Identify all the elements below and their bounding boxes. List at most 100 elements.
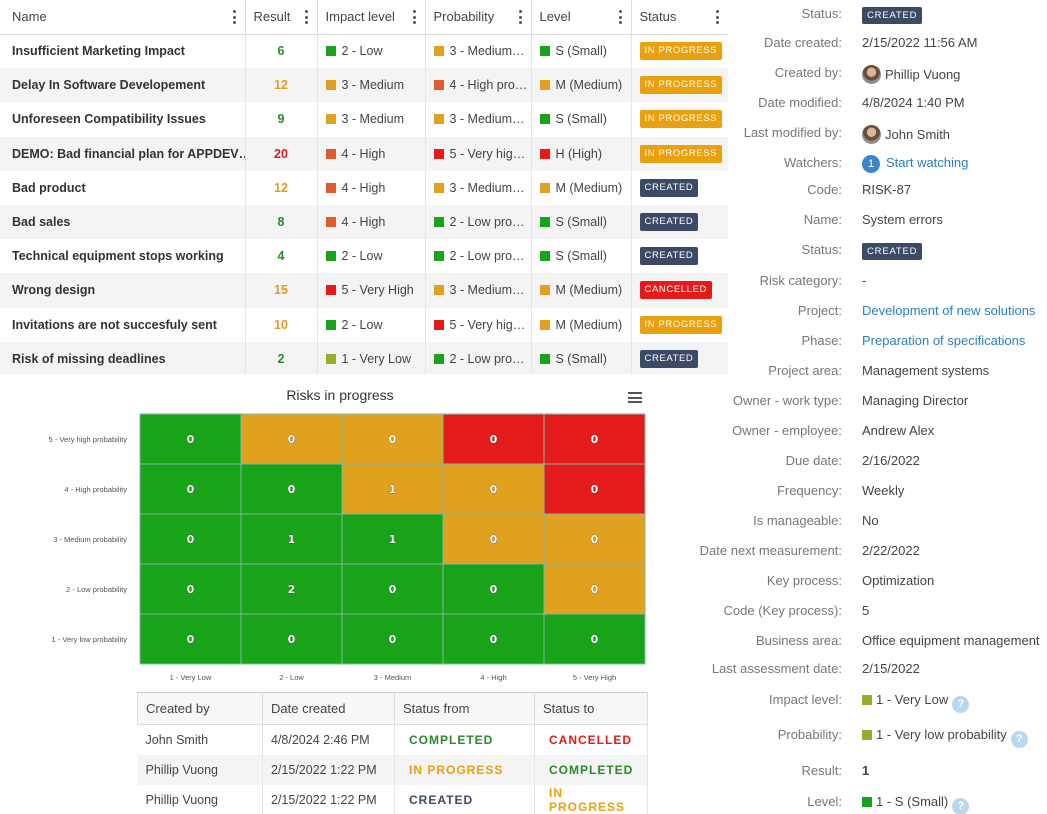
result-value: 10 (274, 317, 288, 332)
level-cell: M (Medium) (531, 307, 632, 342)
level-cell: M (Medium) (531, 273, 632, 308)
table-row[interactable]: Bad sales 8 4 - High 2 - Low pro… S (Small) C… (0, 204, 728, 240)
probability-cell: 5 - Very hig… (425, 307, 532, 342)
status-cell: IN PROGRESS (631, 34, 728, 69)
column-header[interactable]: Result (245, 0, 318, 35)
impact-value: 4 - High (341, 180, 386, 195)
help-icon[interactable]: ? (952, 798, 970, 814)
risk-name: DEMO: Bad financial plan for APPDEV… (12, 146, 245, 161)
phase-link[interactable]: Preparation of specifications (862, 333, 1026, 348)
column-menu-icon[interactable] (619, 10, 623, 24)
detail-status-top: Status: CREATED (660, 3, 1047, 25)
detail-value: Andrew Alex (862, 423, 935, 438)
impact-color-square (325, 285, 336, 296)
heatmap-cell (543, 613, 646, 665)
detail-result: Result: 1 (660, 760, 1047, 782)
detail-project-area: Project area: Management systems (660, 360, 1047, 382)
table-row[interactable]: Technical equipment stops working 4 2 - Lo… (0, 239, 728, 274)
table-row: John Smith 4/8/2024 2:46 PM COMPLETED CANCE… (137, 724, 648, 755)
column-menu-icon[interactable] (519, 10, 523, 24)
detail-value: 2/16/2022 (862, 453, 920, 468)
detail-risk-category: Risk category: - (660, 270, 1047, 292)
detail-value: 2/15/2022 (862, 661, 920, 676)
result-cell: 12 (245, 68, 318, 103)
help-icon[interactable]: ? (952, 696, 970, 713)
heatmap-cell-label: 1 (389, 533, 397, 546)
result-value: 12 (274, 180, 288, 195)
level-cell: S (Small) (531, 341, 632, 374)
chart-menu-icon[interactable] (628, 392, 642, 403)
column-menu-icon[interactable] (716, 10, 720, 24)
risk-name-cell[interactable]: Bad product (0, 170, 246, 205)
risk-name-cell[interactable]: Bad sales (0, 204, 246, 240)
level-cell: M (Medium) (531, 170, 632, 205)
table-row[interactable]: Unforeseen Compatibility Issues 9 3 - Medi… (0, 102, 728, 137)
history-header: Created by Date created Status from Status … (137, 692, 648, 725)
y-axis-tick-label: 2 - Low probability (66, 585, 127, 594)
risk-name-cell[interactable]: DEMO: Bad financial plan for APPDEV… (0, 136, 246, 171)
table-row[interactable]: Wrong design 15 5 - Very High 3 - Medium… M … (0, 273, 728, 308)
impact-cell: 4 - High (317, 136, 426, 171)
detail-key-process: Key process: Optimization (660, 570, 1047, 592)
detail-label: Date next measurement: (699, 543, 842, 558)
detail-phase: Phase: Preparation of specifications (660, 330, 1047, 352)
start-watching-link[interactable]: Start watching (886, 155, 969, 170)
table-row[interactable]: Delay In Software Developement 12 3 - Medi… (0, 68, 728, 103)
risk-name-cell[interactable]: Technical equipment stops working (0, 239, 246, 274)
project-link[interactable]: Development of new solutions (862, 303, 1036, 318)
risk-name-cell[interactable]: Insufficient Marketing Impact (0, 34, 246, 69)
probability-value: 3 - Medium… (449, 283, 525, 298)
impact-color-square (325, 251, 336, 262)
risk-name-cell[interactable]: Wrong design (0, 273, 246, 308)
y-axis-tick-label: 3 - Medium probability (53, 535, 127, 544)
detail-level: Level: 1 - S (Small)? (660, 791, 1047, 814)
status-badge: CREATED (639, 178, 699, 197)
column-header[interactable]: Level (531, 0, 632, 35)
history-column-header[interactable]: Status to (534, 692, 648, 725)
risk-name-cell[interactable]: Risk of missing deadlines (0, 341, 246, 374)
detail-label: Last assessment date: (711, 661, 842, 676)
risk-name: Technical equipment stops working (12, 249, 224, 264)
history-body: John Smith 4/8/2024 2:46 PM COMPLETED CANCE… (137, 724, 648, 814)
history-column-header[interactable]: Created by (137, 692, 263, 725)
column-header[interactable]: Probability (425, 0, 532, 35)
column-menu-icon[interactable] (233, 10, 237, 24)
impact-color-square (325, 182, 336, 193)
detail-label: Frequency: (776, 483, 842, 498)
risk-name-cell[interactable]: Delay In Software Developement (0, 68, 246, 103)
impact-color-square (325, 353, 336, 364)
impact-value: 1 - Very Low (341, 351, 411, 366)
help-icon[interactable]: ? (1010, 731, 1028, 748)
result-value: 12 (274, 78, 288, 93)
history-column-header[interactable]: Status from (394, 692, 535, 725)
table-row[interactable]: Insufficient Marketing Impact 6 2 - Low 3 -… (0, 34, 728, 69)
impact-value: 5 - Very High (341, 283, 414, 298)
column-header[interactable]: Name (0, 0, 246, 35)
table-row[interactable]: DEMO: Bad financial plan for APPDEV… 20 4 … (0, 136, 728, 171)
column-menu-icon[interactable] (413, 10, 417, 24)
detail-label: Owner - work type: (732, 393, 842, 408)
table-row[interactable]: Bad product 12 4 - High 3 - Medium… M (Mediu… (0, 170, 728, 205)
status-cell: IN PROGRESS (631, 102, 728, 137)
heatmap-cell-label: 0 (389, 583, 397, 596)
heatmap-cell-label: 0 (490, 533, 498, 546)
heatmap-cell-label: 0 (490, 483, 498, 496)
history-column-header[interactable]: Date created (262, 692, 395, 725)
result-value: 6 (277, 44, 285, 59)
history-created-by: John Smith (137, 724, 263, 755)
table-row[interactable]: Invitations are not succesfuly sent 10 2 -… (0, 307, 728, 342)
heatmap-cell-label: 2 (288, 583, 296, 596)
column-menu-icon[interactable] (305, 10, 309, 24)
risk-name: Risk of missing deadlines (12, 351, 166, 366)
column-header[interactable]: Status (631, 0, 728, 35)
level-value: H (High) (555, 146, 603, 161)
detail-label: Risk category: (759, 273, 842, 288)
detail-label: Business area: (756, 633, 842, 648)
risk-name-cell[interactable]: Invitations are not succesfuly sent (0, 307, 246, 342)
column-header[interactable]: Impact level (317, 0, 426, 35)
probability-cell: 4 - High pro… (425, 68, 532, 103)
risk-name-cell[interactable]: Unforeseen Compatibility Issues (0, 102, 246, 137)
probability-color-square (433, 148, 444, 159)
impact-color-square (325, 319, 336, 330)
table-row[interactable]: Risk of missing deadlines 2 1 - Very Low 2 … (0, 341, 728, 374)
